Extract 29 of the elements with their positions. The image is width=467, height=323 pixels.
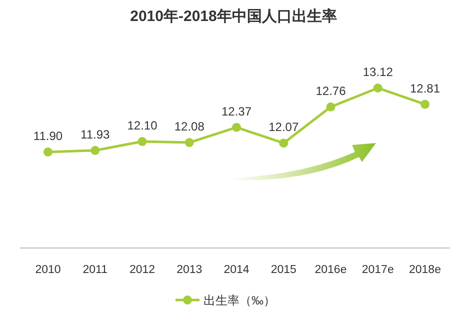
- x-tick-label: 2011: [82, 264, 108, 276]
- point: [279, 138, 288, 148]
- data-label: 12.76: [316, 84, 346, 98]
- point: [138, 137, 147, 146]
- point: [184, 138, 194, 148]
- data-label: 12.37: [221, 104, 252, 118]
- data-label: 11.90: [33, 129, 63, 143]
- point: [373, 84, 382, 92]
- data-label: 12.08: [174, 120, 205, 134]
- x-tick-label: 2010: [35, 264, 61, 276]
- data-label: 12.10: [127, 118, 158, 133]
- x-tick-label: 2012: [129, 264, 156, 276]
- data-label: 13.12: [362, 65, 394, 79]
- data-label: 11.93: [80, 127, 110, 142]
- point: [420, 100, 430, 109]
- x-tick-label: 2015: [270, 264, 296, 276]
- x-tick-label: 2014: [224, 264, 250, 276]
- legend-label: 出生率（‰）: [204, 294, 276, 308]
- point: [232, 122, 241, 132]
- x-tick-label: 2016e: [314, 264, 347, 276]
- point: [44, 148, 52, 156]
- x-tick-label: 2017e: [362, 264, 394, 276]
- chart-title: 2010年-2018年中国人口出生率: [130, 7, 337, 25]
- data-label: 12.81: [410, 81, 440, 96]
- point: [326, 102, 336, 112]
- x-tick-label: 2018e: [409, 264, 441, 276]
- point: [90, 146, 100, 155]
- x-tick-label: 2013: [176, 264, 202, 276]
- data-label: 12.07: [268, 120, 299, 134]
